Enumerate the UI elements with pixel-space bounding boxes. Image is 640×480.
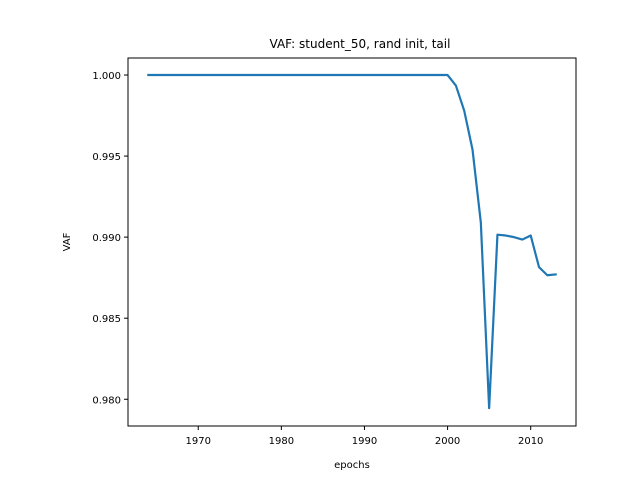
y-axis-label: VAF <box>62 232 73 251</box>
y-tick-label: 1.000 <box>92 71 121 82</box>
series-line <box>147 73 557 410</box>
y-tick-label: 0.980 <box>92 395 121 406</box>
y-axis: 0.980 0.985 0.990 0.995 1.000 <box>92 71 128 406</box>
y-tick-label: 0.990 <box>92 233 121 244</box>
y-tick-label: 0.985 <box>92 314 121 325</box>
y-tick-label: 0.995 <box>92 152 121 163</box>
x-tick-label: 1980 <box>269 436 294 447</box>
x-axis: 1970 1980 1990 2000 2010 <box>186 426 543 447</box>
plot-frame <box>127 57 577 427</box>
x-tick-label: 2010 <box>518 436 543 447</box>
series-layer <box>147 73 557 410</box>
x-tick-label: 1990 <box>352 436 377 447</box>
chart-title: VAF: student_50, rand init, tail <box>270 37 451 51</box>
x-tick-label: 2000 <box>435 436 460 447</box>
x-axis-label: epochs <box>334 460 370 471</box>
x-tick-label: 1970 <box>186 436 211 447</box>
